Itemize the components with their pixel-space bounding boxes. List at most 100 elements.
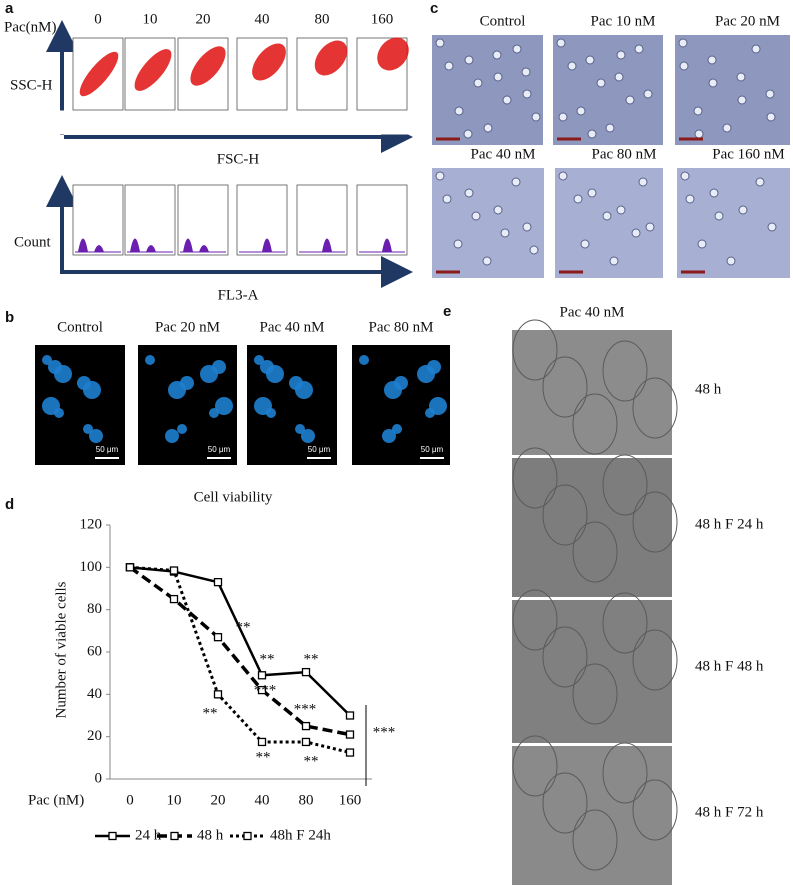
cell	[453, 239, 463, 249]
cell-outline	[602, 454, 648, 516]
histogram-plot	[296, 184, 348, 256]
cell-outline	[572, 393, 618, 455]
cell	[587, 188, 597, 198]
x-tick-label: 10	[167, 792, 182, 808]
data-point	[125, 563, 135, 572]
pac-label: Pac(nM)	[4, 19, 57, 35]
cell	[685, 194, 695, 204]
cell	[737, 95, 747, 105]
concentration-label: 40	[255, 11, 270, 27]
significance-label: **	[236, 619, 251, 635]
cell	[502, 95, 512, 105]
cell-outline	[512, 319, 558, 381]
nucleus	[417, 365, 435, 383]
x-tick-label: 80	[299, 792, 314, 808]
condition-label: Pac 160 nM	[712, 146, 785, 162]
cell	[511, 177, 521, 187]
data-point	[301, 721, 311, 731]
cell-outline	[542, 626, 588, 688]
cell	[605, 123, 615, 133]
significance-label: ***	[254, 682, 277, 698]
cell	[694, 129, 704, 139]
data-point	[257, 737, 267, 747]
significance-label: **	[203, 705, 218, 721]
condition-label: Pac 10 nM	[591, 13, 656, 29]
legend-label: 48 h	[197, 827, 224, 843]
cell	[444, 61, 454, 71]
scale-label: 50 μm	[96, 445, 119, 454]
cell-outline	[512, 589, 558, 651]
scale-label: 50 μm	[208, 445, 231, 454]
axis-label: SSC-H	[10, 77, 53, 93]
x-tick-label: 40	[255, 792, 270, 808]
nucleus	[83, 381, 101, 399]
nucleus	[295, 424, 305, 434]
cell	[645, 222, 655, 232]
cell	[634, 44, 644, 54]
time-label: 48 h F 48 h	[695, 658, 764, 674]
cell	[483, 123, 493, 133]
nucleus	[177, 424, 187, 434]
cell	[614, 72, 624, 82]
condition-label: Pac 20 nM	[155, 319, 220, 335]
cell	[492, 50, 502, 60]
significance-label: **	[304, 651, 319, 667]
cell	[464, 188, 474, 198]
condition-label: Control	[480, 13, 526, 29]
cell	[643, 89, 653, 99]
micrograph	[512, 600, 672, 743]
panel-letter: a	[5, 0, 14, 17]
concentration-label: 160	[371, 11, 394, 27]
y-tick-label: 80	[87, 601, 102, 617]
cell	[567, 61, 577, 71]
x-tick-label: 160	[339, 792, 362, 808]
significance-label: ***	[294, 701, 317, 717]
micrograph	[512, 330, 672, 455]
cell-outline	[632, 779, 678, 841]
data-point	[169, 566, 179, 575]
cell	[512, 44, 522, 54]
significance-label: **	[260, 651, 275, 667]
cell-outline	[632, 377, 678, 439]
scatter-cloud	[134, 49, 172, 91]
data-point	[345, 748, 355, 757]
panel-letter: d	[5, 496, 14, 513]
nucleus	[54, 408, 64, 418]
histogram-peak	[322, 238, 332, 252]
cell	[697, 239, 707, 249]
cell	[500, 228, 510, 238]
micrograph	[512, 458, 672, 597]
data-point	[257, 671, 267, 680]
nucleus	[392, 424, 402, 434]
cell-outline	[572, 663, 618, 725]
nucleus	[215, 397, 233, 415]
cell	[558, 171, 568, 181]
condition-label: Control	[57, 319, 103, 335]
scatter-plot-mask	[327, 110, 437, 135]
histogram-peak	[146, 245, 156, 252]
cell	[435, 38, 445, 48]
cell	[708, 78, 718, 88]
cell	[576, 106, 586, 116]
cell	[625, 95, 635, 105]
cell	[714, 211, 724, 221]
cell	[573, 194, 583, 204]
y-tick-label: 40	[87, 686, 102, 702]
concentration-label: 0	[94, 11, 102, 27]
scale-label: 50 μm	[308, 445, 331, 454]
data-point	[257, 685, 267, 695]
nucleus	[89, 429, 103, 443]
axis-label: FSC-H	[217, 151, 260, 167]
data-point	[213, 633, 223, 642]
cell	[631, 228, 641, 238]
data-point	[213, 578, 223, 587]
cell-outline	[542, 772, 588, 834]
condition-label: Pac 20 nM	[715, 13, 780, 29]
nucleus	[42, 355, 52, 365]
nucleus	[145, 355, 155, 365]
nucleus	[200, 365, 218, 383]
data-point	[301, 667, 311, 677]
scale-label: 50 μm	[421, 445, 444, 454]
nucleus	[266, 365, 284, 383]
cell-outline	[602, 742, 648, 804]
